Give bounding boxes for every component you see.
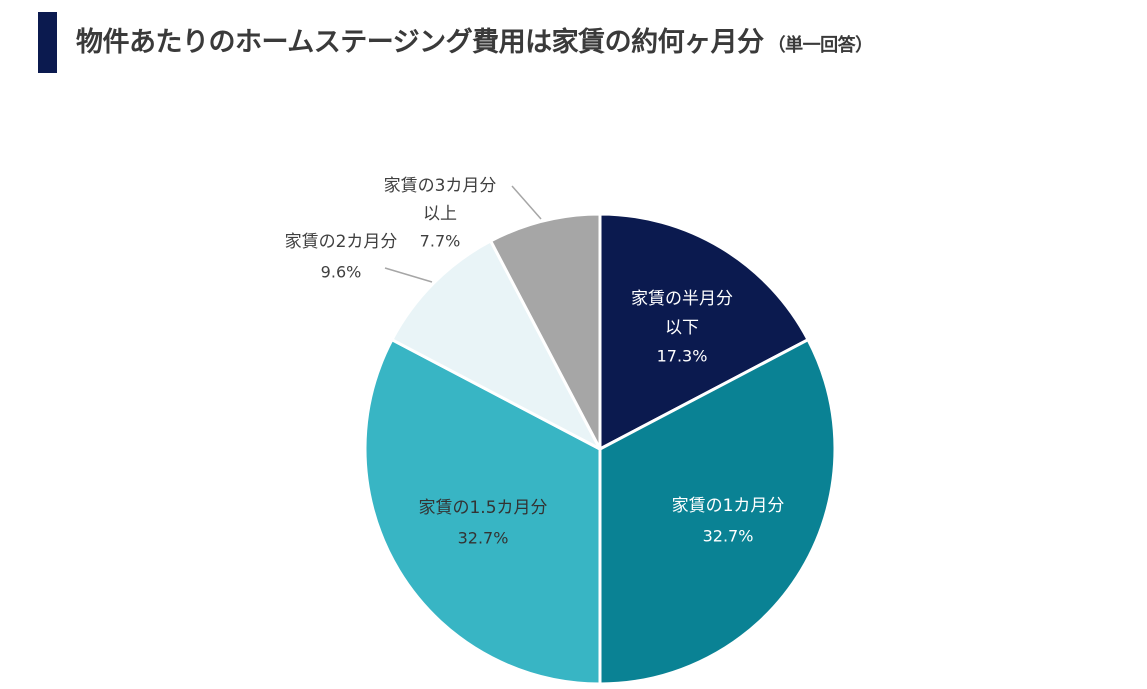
pie-slice [598,212,810,451]
data-label: 32.7% [458,529,509,548]
slice-label: 家賃の半月分 [631,289,733,309]
slice-label: 家賃の1.5カ月分 [418,498,547,518]
pie-slice [363,338,602,686]
title-main: 物件あたりのホームステージング費用は家賃の約何ヶ月分 [76,27,764,58]
pie-slice [598,338,837,686]
pie-slice [390,239,602,451]
data-label: 9.6% [321,263,362,282]
leader-line [384,267,433,283]
leader-line [511,185,542,220]
data-label: 17.3% [657,347,708,366]
slice-label: 以上 [423,204,457,224]
title-accent-bar [38,12,57,73]
slice-label: 家賃の1カ月分 [672,496,785,516]
page-title: 物件あたりのホームステージング費用は家賃の約何ヶ月分 （単一回答） [76,20,873,59]
pie-slice [489,212,602,451]
slice-label: 以下 [665,318,699,338]
slice-label: 家賃の2カ月分 [285,232,398,252]
data-label: 32.7% [703,527,754,546]
data-label: 7.7% [420,232,461,251]
title-subtitle: （単一回答） [767,35,874,56]
slice-label: 家賃の3カ月分 [384,176,497,196]
